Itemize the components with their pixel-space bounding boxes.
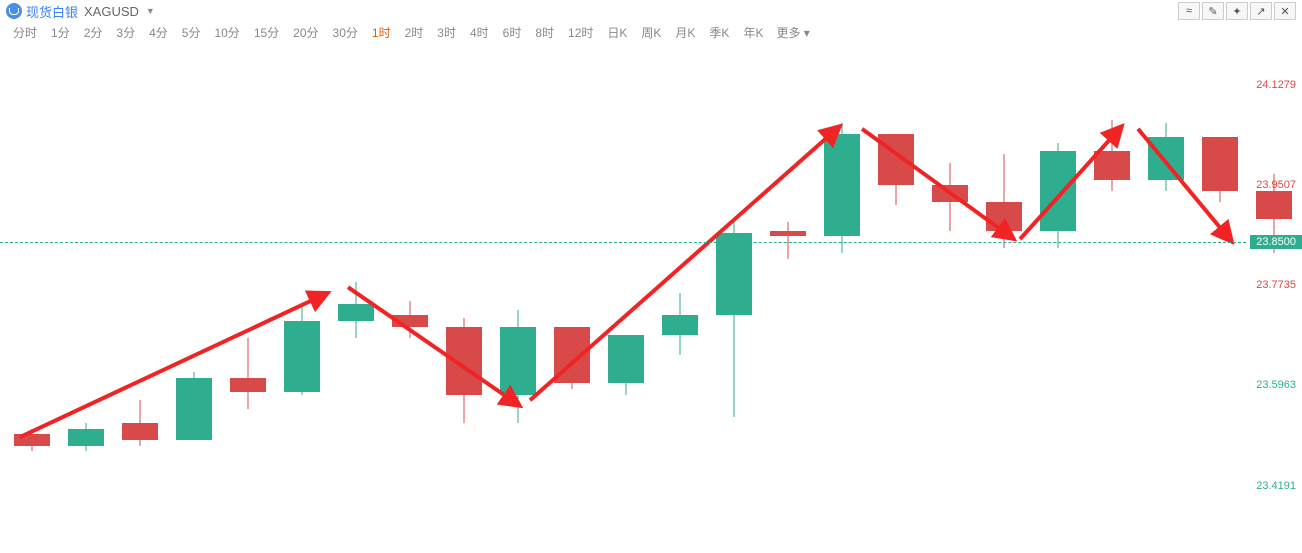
timeframe-more[interactable]: 更多 ▾ <box>770 24 815 41</box>
candle <box>230 44 266 553</box>
candle <box>932 44 968 553</box>
y-axis-label: 23.7735 <box>1256 279 1296 291</box>
timeframe-5分[interactable]: 5分 <box>175 24 208 41</box>
candle <box>14 44 50 553</box>
timeframe-日K[interactable]: 日K <box>600 24 634 41</box>
toolbar: ≈✎✦↗✕ <box>1178 2 1296 20</box>
candle <box>446 44 482 553</box>
candle <box>1202 44 1238 553</box>
timeframe-周K[interactable]: 周K <box>634 24 668 41</box>
timeframe-bar: 分时1分2分3分4分5分10分15分20分30分1时2时3时4时6时8时12时日… <box>0 22 1302 42</box>
candle <box>554 44 590 553</box>
timeframe-月K[interactable]: 月K <box>668 24 702 41</box>
tool-button-2[interactable]: ✦ <box>1226 2 1248 20</box>
timeframe-30分[interactable]: 30分 <box>326 24 365 41</box>
candle <box>284 44 320 553</box>
timeframe-15分[interactable]: 15分 <box>247 24 286 41</box>
y-axis-label: 24.1279 <box>1256 79 1296 91</box>
timeframe-年K[interactable]: 年K <box>736 24 770 41</box>
candle <box>608 44 644 553</box>
candle <box>500 44 536 553</box>
symbol-en: XAGUSD <box>84 4 139 19</box>
chart-header: 现货白银 XAGUSD ▼ ≈✎✦↗✕ <box>0 0 1302 22</box>
candle <box>716 44 752 553</box>
tool-button-0[interactable]: ≈ <box>1178 2 1200 20</box>
chart-area[interactable]: 24.1279 23.9507 23.7735 23.5963 23.4191 23.85… <box>0 44 1302 553</box>
timeframe-3分[interactable]: 3分 <box>109 24 142 41</box>
tool-button-3[interactable]: ↗ <box>1250 2 1272 20</box>
y-axis-label: 23.4191 <box>1256 480 1296 492</box>
candle <box>1148 44 1184 553</box>
candle <box>392 44 428 553</box>
timeframe-分时[interactable]: 分时 <box>6 24 44 41</box>
candlestick-plot <box>0 44 1246 553</box>
timeframe-4时[interactable]: 4时 <box>463 24 496 41</box>
symbol-cn: 现货白银 <box>26 2 78 21</box>
timeframe-4分[interactable]: 4分 <box>142 24 175 41</box>
y-axis: 24.1279 23.9507 23.7735 23.5963 23.4191 23.85… <box>1246 44 1302 553</box>
candle <box>878 44 914 553</box>
exchange-icon <box>6 3 22 19</box>
y-axis-label: 23.5963 <box>1256 379 1296 391</box>
candle <box>662 44 698 553</box>
candle <box>338 44 374 553</box>
timeframe-12时[interactable]: 12时 <box>561 24 600 41</box>
timeframe-8时[interactable]: 8时 <box>528 24 561 41</box>
chevron-down-icon: ▼ <box>146 6 155 16</box>
current-price-tag: 23.8500 <box>1250 235 1302 249</box>
timeframe-2分[interactable]: 2分 <box>77 24 110 41</box>
candle <box>176 44 212 553</box>
timeframe-10分[interactable]: 10分 <box>207 24 246 41</box>
timeframe-6时[interactable]: 6时 <box>496 24 529 41</box>
candle <box>68 44 104 553</box>
candle <box>824 44 860 553</box>
tool-button-1[interactable]: ✎ <box>1202 2 1224 20</box>
current-price-line <box>0 242 1246 243</box>
tool-button-4[interactable]: ✕ <box>1274 2 1296 20</box>
timeframe-季K[interactable]: 季K <box>702 24 736 41</box>
timeframe-1分[interactable]: 1分 <box>44 24 77 41</box>
symbol-block[interactable]: 现货白银 XAGUSD ▼ <box>6 2 155 21</box>
candle <box>1040 44 1076 553</box>
candle <box>1094 44 1130 553</box>
candle <box>122 44 158 553</box>
timeframe-2时[interactable]: 2时 <box>398 24 431 41</box>
timeframe-1时[interactable]: 1时 <box>365 24 398 41</box>
y-axis-label: 23.9507 <box>1256 179 1296 191</box>
candle <box>770 44 806 553</box>
timeframe-20分[interactable]: 20分 <box>286 24 325 41</box>
timeframe-3时[interactable]: 3时 <box>430 24 463 41</box>
candle <box>986 44 1022 553</box>
